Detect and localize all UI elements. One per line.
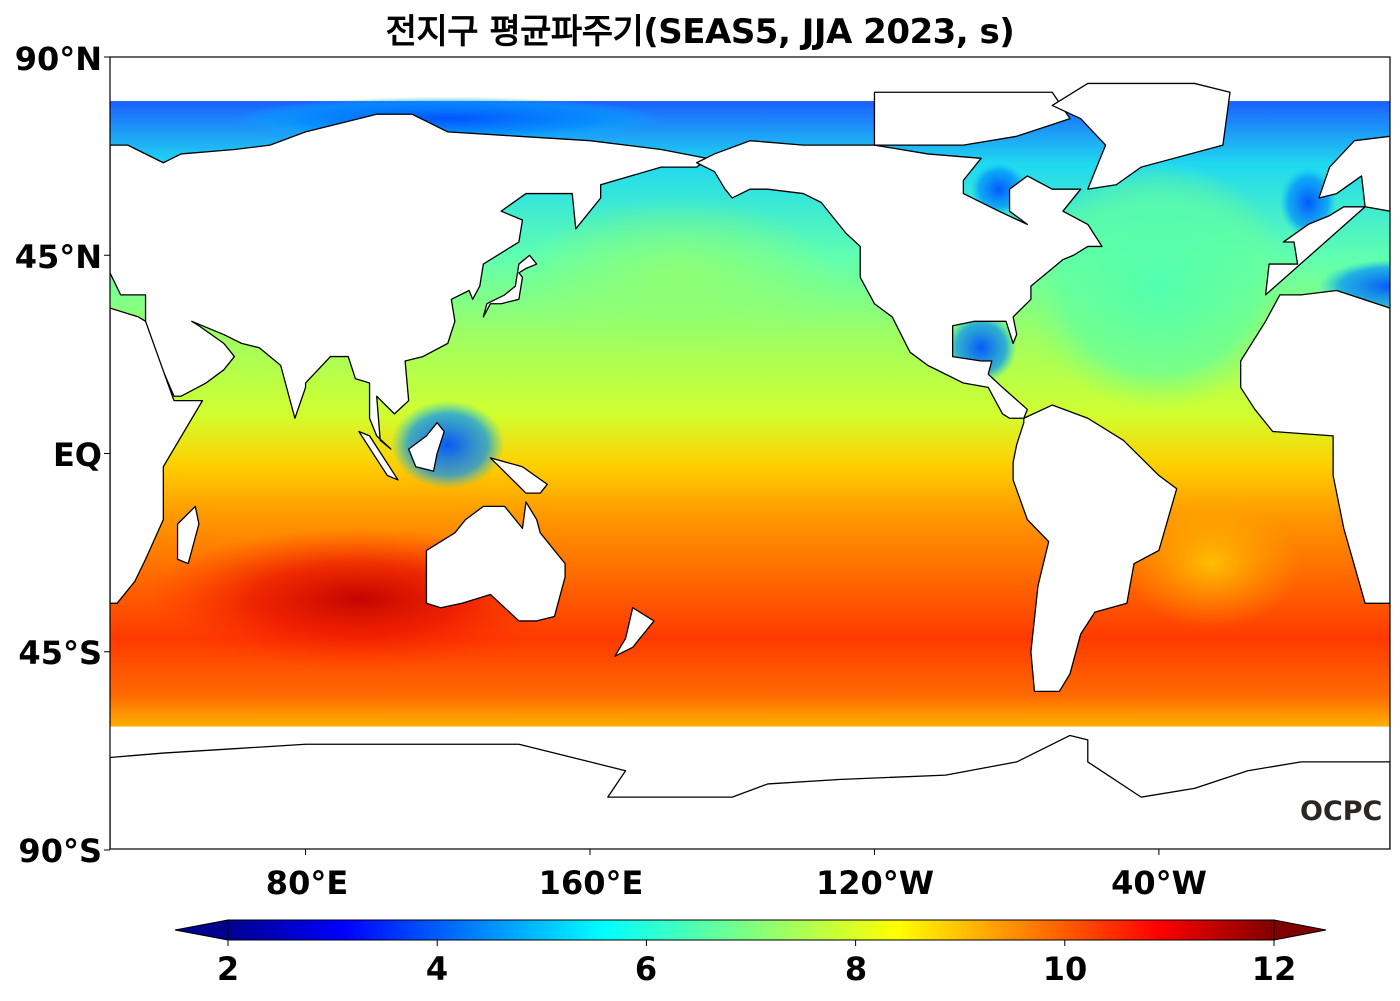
plot-frame (109, 56, 1391, 850)
lon-label-120w: 120°W (815, 864, 935, 902)
landmass-madagascar (176, 505, 200, 565)
north-atlantic-low (1023, 162, 1295, 410)
landmass-new-zealand (614, 607, 655, 657)
colorbar-tick-label: 12 (1251, 950, 1297, 988)
indonesian-seas (390, 400, 505, 489)
lon-label-40w: 40°W (1111, 864, 1207, 902)
lon-label-160e: 160°E (538, 864, 644, 902)
colorbar-tick-label: 4 (425, 950, 449, 988)
lat-label-90n: 90°N (14, 40, 102, 78)
landmass-borneo (408, 422, 445, 472)
landmass-africa-west (1240, 289, 1390, 604)
ocpc-logo: OCPC (1300, 796, 1383, 827)
colorbar-tick-label: 2 (216, 950, 240, 988)
landmass-japan (482, 254, 538, 318)
lat-label-90s: 90°S (18, 832, 102, 870)
colorbar (174, 919, 1327, 946)
landmass-antarctica (110, 734, 1390, 849)
south-atlantic-mid (1123, 497, 1302, 630)
landmass-africa-east (110, 307, 204, 604)
landmass-south-america (1012, 404, 1178, 693)
landmass-australia (425, 501, 566, 622)
colorbar-extend-max (1273, 919, 1327, 941)
lat-label-45n: 45°N (14, 238, 102, 276)
landmass-sumatra (358, 430, 399, 481)
colorbar-extend-min (174, 919, 229, 941)
lat-label-eq: EQ (52, 436, 102, 474)
landmass-greenland (1051, 82, 1231, 190)
landmass-canadian-archipelago (873, 91, 1071, 146)
landmass-new-guinea (489, 457, 548, 494)
colorbar-tick-label: 10 (1042, 950, 1088, 988)
map-title: 전지구 평균파주기(SEAS5, JJA 2023, s) (385, 12, 1015, 52)
colorbar-tick-label: 8 (844, 950, 868, 988)
lat-label-45s: 45°S (18, 634, 102, 672)
north-pacific-low (518, 197, 839, 357)
lon-label-80e: 80°E (265, 864, 349, 902)
landmass-asia (110, 113, 708, 450)
landmass-europe (1264, 135, 1390, 296)
landmass-north-america (696, 140, 1103, 419)
colorbar-tick-label: 6 (634, 950, 658, 988)
colorbar-bar (227, 919, 1275, 941)
